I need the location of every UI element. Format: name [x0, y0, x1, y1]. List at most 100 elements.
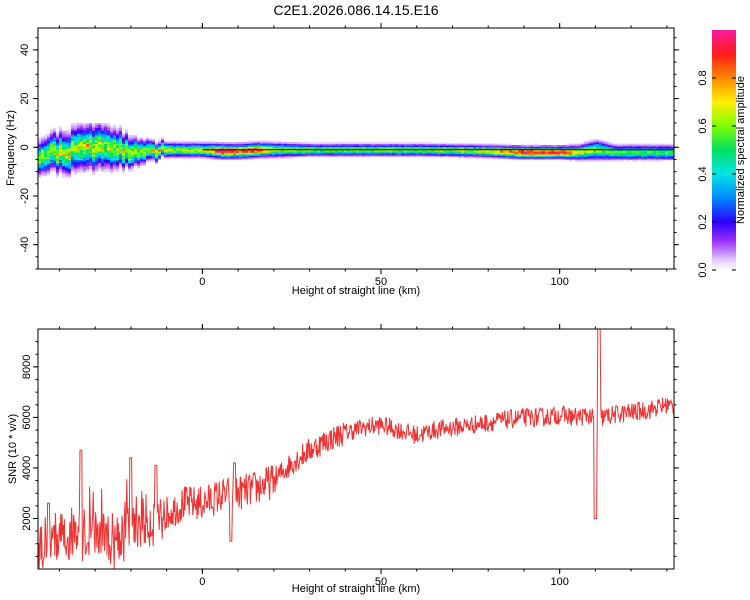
- spectrogram-cell: [329, 147, 332, 150]
- spectrogram-cell: [140, 155, 143, 158]
- spectrogram-cell: [152, 156, 155, 159]
- spectrogram-cell: [101, 139, 104, 142]
- spectrogram-cell: [662, 146, 665, 149]
- spectrogram-cell: [92, 168, 95, 171]
- spectrogram-cell: [59, 134, 62, 137]
- spectrogram-cell: [338, 149, 341, 152]
- spectrogram-cell: [668, 155, 671, 158]
- spectrogram-cell: [353, 153, 356, 156]
- spectrogram-cell: [584, 156, 587, 159]
- spectrogram-cell: [356, 155, 359, 158]
- spectrogram-cell: [575, 147, 578, 150]
- spectrogram-cell: [656, 155, 659, 158]
- spectrogram-cell: [317, 150, 320, 153]
- spectrogram-cell: [389, 152, 392, 155]
- spectrogram-cell: [131, 146, 134, 149]
- spectrogram-cell: [113, 143, 116, 146]
- spectrogram-cell: [191, 147, 194, 150]
- spectrogram-cell: [410, 149, 413, 152]
- spectrogram-cell: [140, 140, 143, 143]
- spectrogram-cell: [152, 159, 155, 162]
- spectrogram-cell: [566, 155, 569, 158]
- spectrogram-cell: [62, 142, 65, 145]
- spectrogram-cell: [569, 150, 572, 153]
- spectrogram-cell: [122, 142, 125, 145]
- spectrogram-cell: [140, 161, 143, 164]
- spectrogram-cell: [200, 156, 203, 159]
- spectrogram-cell: [350, 146, 353, 149]
- spectrogram-cell: [314, 145, 317, 147]
- spectrogram-cell: [611, 152, 614, 155]
- spectrogram-cell: [440, 143, 443, 146]
- spectrogram-cell: [533, 149, 536, 152]
- spectrogram-cell: [371, 142, 374, 145]
- spectrogram-cell: [227, 156, 230, 159]
- spectrogram-cell: [119, 155, 122, 158]
- spectrogram-cell: [83, 168, 86, 171]
- spectrogram-cell: [83, 133, 86, 136]
- spectrogram-cell: [365, 143, 368, 146]
- spectrogram-cell: [434, 147, 437, 150]
- spectrogram-cell: [62, 172, 65, 175]
- spectrogram-cell: [224, 145, 227, 147]
- spectrogram-cell: [203, 146, 206, 149]
- spectrogram-cell: [548, 149, 551, 152]
- spectrogram-cell: [242, 149, 245, 152]
- spectrogram-cell: [83, 147, 86, 150]
- spectrogram-cell: [161, 149, 164, 152]
- spectrogram-cell: [215, 143, 218, 146]
- spectrogram-cell: [488, 145, 491, 147]
- spectrogram-cell: [80, 127, 83, 130]
- spectrogram-cell: [107, 136, 110, 139]
- spectrogram-cell: [47, 150, 50, 153]
- spectrogram-cell: [605, 145, 608, 147]
- spectrogram-cell: [38, 137, 41, 140]
- spectrogram-cell: [80, 139, 83, 142]
- spectrogram-cell: [344, 149, 347, 152]
- spectrogram-cell: [392, 142, 395, 145]
- spectrogram-cell: [482, 145, 485, 147]
- spectrogram-cell: [110, 139, 113, 142]
- spectrogram-cell: [260, 142, 263, 145]
- spectrogram-cell: [68, 165, 71, 168]
- spectrogram-cell: [149, 156, 152, 159]
- spectrogram-cell: [449, 152, 452, 155]
- spectrogram-cell: [95, 123, 98, 126]
- spectrogram-cell: [119, 162, 122, 165]
- spectrogram-cell: [206, 149, 209, 152]
- spectrogram-cell: [569, 156, 572, 159]
- spectrogram-cell: [188, 150, 191, 153]
- spectrogram-cell: [68, 150, 71, 153]
- spectrogram-cell: [623, 158, 626, 161]
- spectrogram-cell: [77, 153, 80, 156]
- spectrogram-cell: [665, 143, 668, 146]
- spectrogram-cell: [320, 153, 323, 156]
- spectrogram-cell: [656, 159, 659, 162]
- spectrogram-cell: [182, 145, 185, 147]
- spectrogram-cell: [500, 147, 503, 150]
- spectrogram-cell: [452, 146, 455, 149]
- spectrogram-cell: [437, 153, 440, 156]
- spectrogram-cell: [98, 124, 101, 127]
- spectrogram-cell: [470, 145, 473, 147]
- spectrogram-cell: [185, 156, 188, 159]
- spectrogram-cell: [398, 152, 401, 155]
- spectrogram-cell: [278, 142, 281, 145]
- spectrogram-cell: [140, 156, 143, 159]
- spectrogram-cell: [101, 123, 104, 126]
- spectrogram-cell: [503, 145, 506, 147]
- spectrogram-cell: [311, 150, 314, 153]
- spectrogram-cell: [122, 152, 125, 155]
- spectrogram-cell: [83, 127, 86, 130]
- spectrogram-cell: [368, 150, 371, 153]
- spectrogram-cell: [275, 142, 278, 145]
- spectrogram-cell: [452, 149, 455, 152]
- spectrogram-cell: [92, 149, 95, 152]
- spectrogram-cell: [224, 158, 227, 161]
- spectrogram-cell: [653, 143, 656, 146]
- spectrogram-cell: [554, 149, 557, 152]
- spectrogram-cell: [650, 155, 653, 158]
- spectrogram-cell: [371, 146, 374, 149]
- spectrogram-cell: [137, 152, 140, 155]
